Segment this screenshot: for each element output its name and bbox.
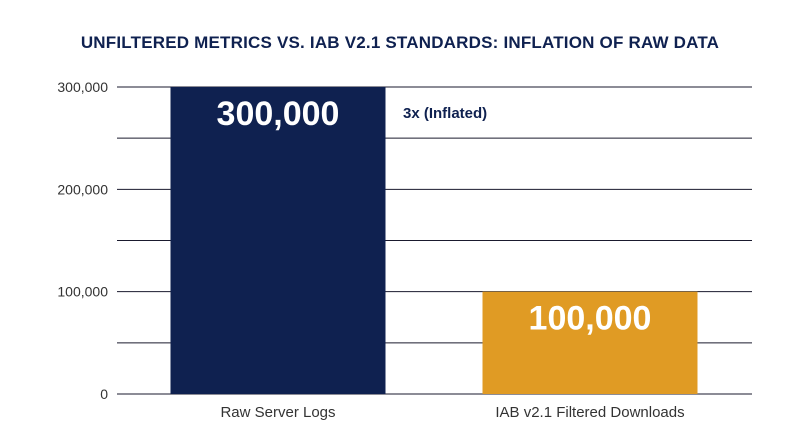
- inflation-annotation: 3x (Inflated): [403, 105, 487, 122]
- category-label: Raw Server Logs: [220, 404, 335, 421]
- bar: [482, 291, 698, 394]
- category-label: IAB v2.1 Filtered Downloads: [495, 404, 684, 421]
- y-axis-tick-labels: 0 100,000 200,000 300,000: [57, 79, 108, 402]
- category-labels: Raw Server Logs IAB v2.1 Filtered Downloa…: [220, 404, 684, 421]
- y-tick-label: 100,000: [57, 284, 108, 300]
- bar-value-label: 100,000: [529, 300, 652, 338]
- y-tick-label: 300,000: [57, 79, 108, 95]
- bar: [170, 87, 386, 394]
- chart-title: UNFILTERED METRICS VS. IAB V2.1 STANDARD…: [80, 33, 720, 52]
- y-tick-label: 0: [100, 386, 108, 402]
- bars: [170, 87, 698, 394]
- value-labels: 300,000 100,000: [217, 95, 652, 338]
- bar-value-label: 300,000: [217, 95, 340, 133]
- y-tick-label: 200,000: [57, 181, 108, 197]
